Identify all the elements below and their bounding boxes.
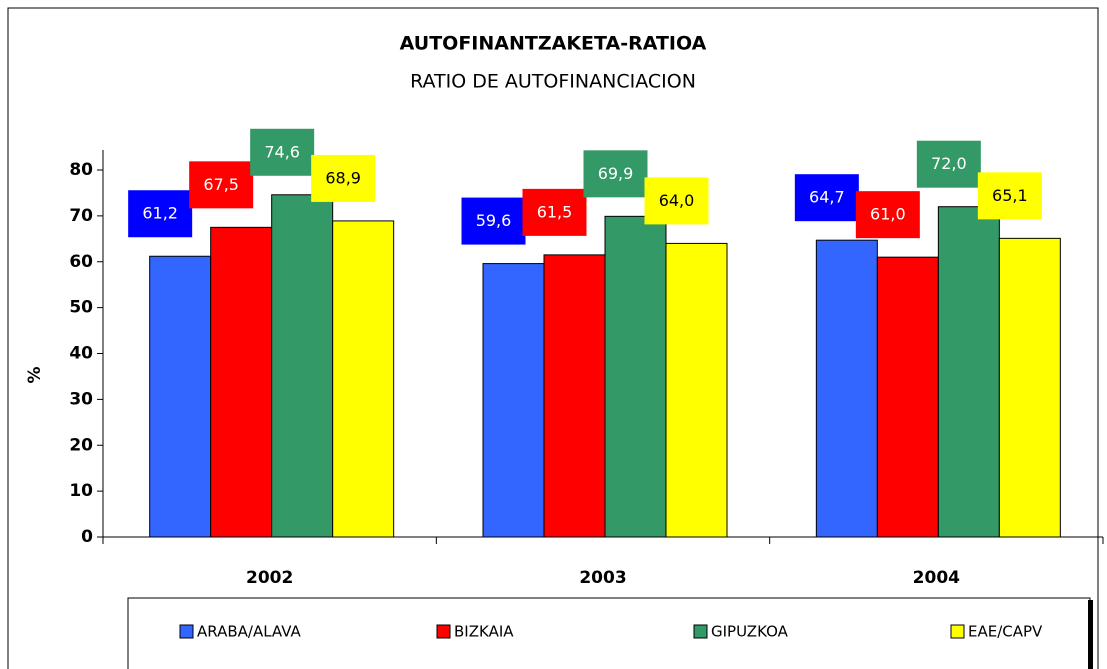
value-label-box bbox=[583, 150, 648, 198]
legend-label: GIPUZKOA bbox=[711, 623, 789, 641]
y-tick-label: 20 bbox=[69, 435, 93, 455]
y-tick-label: 40 bbox=[69, 344, 93, 364]
value-label: 64,7 bbox=[809, 188, 845, 207]
bar bbox=[149, 255, 212, 538]
value-label-box bbox=[794, 174, 859, 222]
value-label: 67,5 bbox=[203, 175, 239, 194]
y-tick-label: 30 bbox=[69, 389, 93, 409]
value-label-box bbox=[461, 197, 526, 245]
legend-swatch bbox=[950, 624, 965, 639]
bar bbox=[937, 206, 1000, 538]
value-label: 65,1 bbox=[992, 186, 1028, 205]
value-label: 72,0 bbox=[931, 154, 967, 173]
value-label-box bbox=[311, 154, 376, 202]
bar bbox=[815, 239, 878, 538]
legend-label: BIZKAIA bbox=[454, 623, 514, 641]
value-label: 61,5 bbox=[537, 202, 573, 221]
value-label: 69,9 bbox=[598, 164, 634, 183]
legend bbox=[127, 597, 1091, 669]
bar bbox=[332, 220, 395, 538]
value-label-box bbox=[855, 191, 920, 239]
bar bbox=[998, 237, 1061, 538]
value-label-box bbox=[977, 172, 1042, 220]
legend-label: ARABA/ALAVA bbox=[197, 623, 302, 641]
bar bbox=[210, 226, 273, 538]
y-tick-label: 80 bbox=[69, 160, 93, 180]
value-label: 74,6 bbox=[264, 142, 300, 161]
x-tick-label: 2002 bbox=[246, 568, 293, 588]
value-label-box bbox=[916, 140, 981, 188]
legend-swatch bbox=[179, 624, 194, 639]
y-axis-label: % bbox=[25, 366, 45, 383]
legend-swatch bbox=[693, 624, 708, 639]
bar bbox=[482, 263, 545, 538]
bar bbox=[604, 215, 667, 538]
legend-swatch bbox=[436, 624, 451, 639]
y-tick-label: 50 bbox=[69, 298, 93, 318]
y-tick-label: 10 bbox=[69, 481, 93, 501]
value-label-box bbox=[128, 190, 193, 238]
y-tick-label: 70 bbox=[69, 206, 93, 226]
y-tick-label: 0 bbox=[81, 527, 93, 547]
value-label: 61,0 bbox=[870, 205, 906, 224]
value-label: 68,9 bbox=[325, 168, 361, 187]
legend-shadow bbox=[1088, 600, 1093, 669]
chart-subtitle: RATIO DE AUTOFINANCIACION bbox=[410, 71, 696, 93]
bar bbox=[543, 254, 606, 538]
bar bbox=[271, 194, 334, 538]
value-label-box bbox=[644, 177, 709, 225]
bar bbox=[665, 242, 728, 538]
value-label-box bbox=[522, 188, 587, 236]
legend-label: EAE/CAPV bbox=[968, 623, 1043, 641]
x-tick-label: 2003 bbox=[579, 568, 626, 588]
value-label-box bbox=[250, 128, 315, 176]
x-tick-label: 2004 bbox=[913, 568, 960, 588]
y-tick-label: 60 bbox=[69, 252, 93, 272]
value-label-box bbox=[189, 161, 254, 209]
bar bbox=[876, 256, 939, 538]
value-label: 64,0 bbox=[659, 191, 695, 210]
chart-title: AUTOFINANTZAKETA-RATIOA bbox=[400, 33, 707, 55]
value-label: 61,2 bbox=[142, 204, 178, 223]
value-label: 59,6 bbox=[476, 211, 512, 230]
